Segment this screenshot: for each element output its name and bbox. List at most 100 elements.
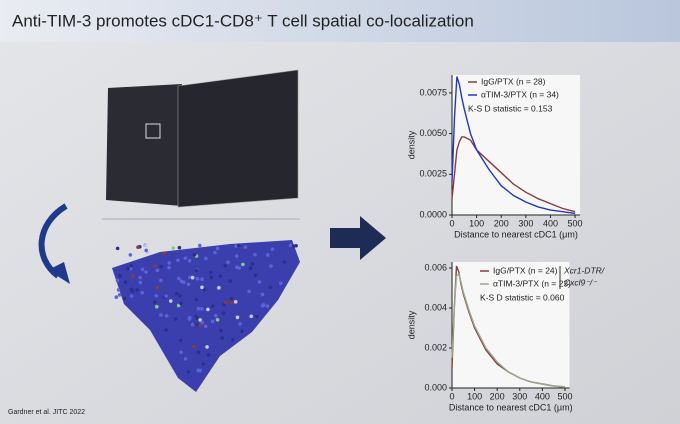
cell-dot [186,282,191,287]
cell-dot [135,288,139,292]
cell-dot [138,280,143,285]
cell-dot [206,353,211,357]
cell-dot [183,256,188,260]
y-tick-label: 0.000 [424,382,447,392]
y-tick-label: 0.0050 [419,128,447,138]
cell-dot [128,253,133,257]
cell-dot [115,246,120,251]
cell-dot [235,265,239,270]
cell-dot [204,256,208,261]
cell-dot [140,267,145,272]
cell-dot [140,290,145,295]
cell-dot [153,264,157,268]
y-tick-label: 0.006 [424,262,447,272]
cell-dot [188,275,192,280]
cell-dot [128,266,133,271]
cell-dot [174,291,179,296]
cell-dot [159,264,164,269]
cell-dot [164,314,169,318]
genotype-label: Cxcl9⁻/⁻ [564,277,598,287]
cell-dot [249,314,254,319]
cell-dot [250,262,255,266]
x-tick-label: 100 [469,218,484,228]
cell-dot [176,258,180,262]
cell-dot [215,246,220,251]
cell-dot [117,293,122,297]
cell-dot [201,362,206,366]
cell-dot [167,261,171,265]
cell-dot [257,280,262,284]
y-tick-label: 0.0025 [419,169,447,179]
cell-dot [155,268,160,273]
cell-dot [144,270,148,274]
x-tick-label: 400 [543,218,558,228]
x-tick-label: 400 [535,391,550,401]
legend-label: αTIM-3/PTX (n = 34) [481,89,559,99]
cell-dot [218,274,223,279]
cell-dot [168,299,173,303]
citation: Gardner et al. JITC 2022 [8,409,85,416]
cell-dot [260,303,265,308]
cell-dot [240,329,244,334]
cell-dot [194,315,198,319]
cell-dot [177,276,181,281]
cell-dot [195,322,199,327]
density-line [451,136,576,213]
cell-map [112,240,300,392]
cell-dot [116,288,121,292]
cell-dot [195,268,199,273]
cell-dot [195,276,200,281]
cell-dot [206,307,210,312]
cell-dot [253,273,258,278]
cell-dot [187,259,192,263]
title-band [0,0,680,42]
cell-dot [178,293,182,298]
cell-dot [279,281,283,286]
cell-dot [241,262,245,267]
cell-dot [130,289,135,293]
cell-dot [198,243,202,248]
cell-dot [159,278,163,283]
cell-dot [213,313,218,318]
legend-label: IgG/PTX (n = 24) [493,265,558,275]
cell-dot [210,304,215,308]
cell-dot [200,307,204,311]
x-tick-label: 0 [449,391,454,401]
zoom-box [145,123,161,139]
cell-dot [153,300,157,304]
cell-dot [202,287,207,292]
cell-dot [200,277,204,282]
cell-dot [177,245,182,250]
cell-dot [129,263,133,268]
cell-dot [231,338,235,342]
cell-dot [282,260,287,264]
cell-dot [230,300,235,305]
cell-dots [114,243,298,374]
cell-dot [192,252,197,257]
cell-dot [288,243,293,248]
cell-dot [171,246,176,250]
curved-arrow-head [48,262,70,284]
cell-dot [155,304,159,309]
x-tick-label: 0 [449,218,454,228]
legend-label: αTIM-3/PTX (n = 23) [493,278,571,288]
cell-dot [136,245,140,250]
cell-dot [220,336,224,340]
y-axis-label: density [406,310,416,339]
cell-dot [186,369,191,374]
cell-dot [234,254,239,258]
x-tick-label: 100 [467,391,482,401]
density-line [451,272,566,388]
cell-dot [196,306,201,311]
cell-dot [167,265,171,270]
cell-dot [159,313,163,317]
cell-dot [247,289,251,294]
cell-dot [203,324,208,329]
cell-dot [253,252,257,257]
slide-title: Anti-TIM-3 promotes cDC1-CD8⁺ T cell spa… [12,11,474,30]
cell-dot [248,266,253,271]
cell-dot [234,244,238,248]
cell-dot [210,319,215,324]
